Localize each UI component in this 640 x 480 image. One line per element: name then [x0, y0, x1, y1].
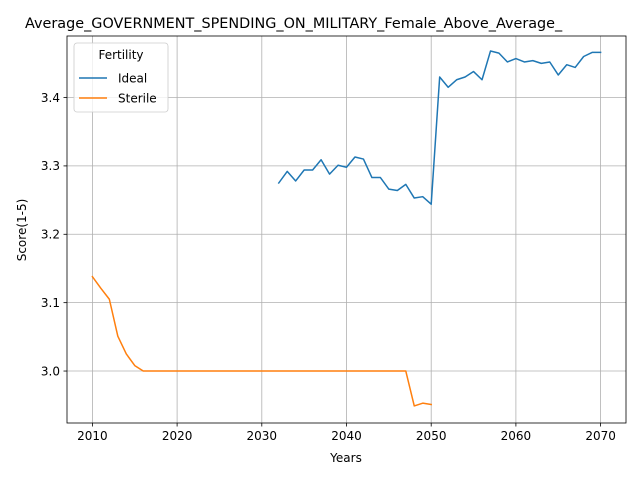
x-tick-label: 2020 — [162, 429, 193, 443]
legend-title: Fertility — [98, 48, 143, 62]
y-tick-label: 3.2 — [41, 228, 60, 242]
y-tick-label: 3.0 — [41, 364, 60, 378]
legend-box — [73, 42, 169, 113]
series-line-ideal — [277, 50, 602, 205]
y-tick-label: 3.3 — [41, 159, 60, 173]
legend-entries: Ideal Sterile — [79, 71, 157, 105]
x-axis-label: Years — [329, 451, 362, 465]
legend-label-sterile: Sterile — [118, 91, 157, 105]
y-tick-label: 3.1 — [41, 296, 60, 310]
chart-title: Average_GOVERNMENT_SPENDING_ON_MILITARY_… — [25, 16, 563, 32]
x-tick-label: 2070 — [585, 429, 616, 443]
legend-label-ideal: Ideal — [118, 71, 147, 85]
y-axis-label: Score(1-5) — [15, 199, 29, 262]
series-line-sterile — [91, 275, 433, 407]
axis-ticks: 2010 2020 2030 2040 2050 2060 2070 3.0 3.1 3.2 3.3… — [41, 91, 616, 443]
legend: Fertility Ideal Sterile — [73, 42, 169, 113]
x-tick-label: 2050 — [416, 429, 447, 443]
y-tick-label: 3.4 — [41, 91, 60, 105]
x-tick-label: 2040 — [331, 429, 362, 443]
series-lines — [91, 50, 602, 407]
x-tick-label: 2060 — [501, 429, 532, 443]
x-tick-label: 2010 — [77, 429, 108, 443]
x-tick-label: 2030 — [247, 429, 278, 443]
